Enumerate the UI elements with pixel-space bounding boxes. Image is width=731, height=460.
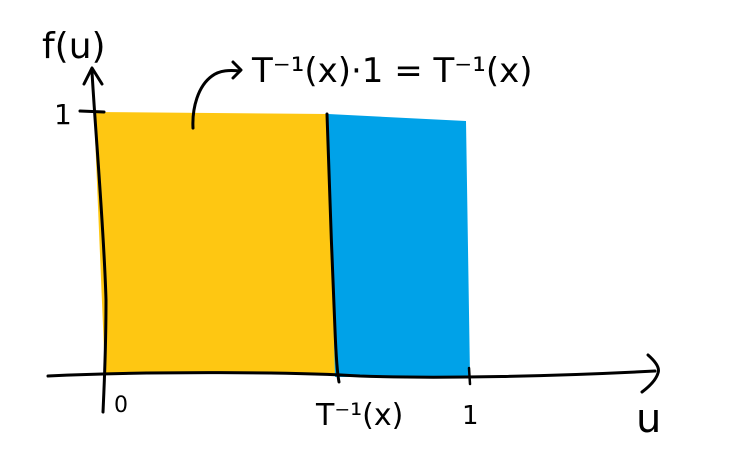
annotation-arrowhead [231,60,243,80]
shaded-region-inverse-to-one [328,114,470,377]
x-tick-inverse-label: T⁻¹(x) [315,398,403,433]
x-axis-line [46,369,657,379]
y-tick-one-mark [78,109,106,114]
x-tick-one-label: 1 [462,401,479,431]
annotation-pointer-curve [191,69,242,130]
x-tick-one-mark [467,366,472,386]
y-axis-arrowhead [82,66,104,86]
x-tick-zero-label: 0 [114,393,128,418]
inverse-divider-line [325,112,341,384]
x-axis-label: u [636,396,661,442]
shaded-region-up-to-inverse [94,112,335,374]
annotation-text: T⁻¹(x)·1 = T⁻¹(x) [251,51,533,91]
x-axis-arrowhead [640,353,660,394]
y-axis-line [90,70,108,414]
y-axis-label: f(u) [42,26,106,67]
y-tick-one-label: 1 [54,98,72,131]
